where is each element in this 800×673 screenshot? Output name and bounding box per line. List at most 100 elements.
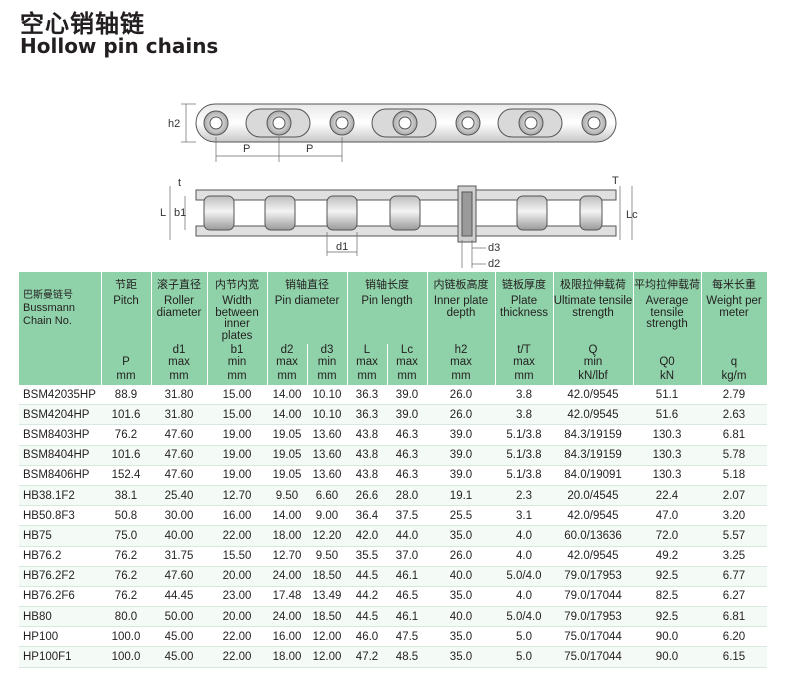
chain-model-cell: BSM8404HP [19, 445, 101, 466]
table-cell: 13.49 [307, 586, 347, 608]
table-cell: 24.00 [267, 566, 307, 587]
col-header-cn: 节距 [101, 272, 152, 294]
col-header-cn: 每米长重 [701, 272, 768, 294]
table-cell: 22.00 [207, 626, 267, 648]
table-cell: 76.2 [101, 546, 151, 567]
table-cell: 38.1 [101, 485, 151, 507]
table-cell: 25.40 [151, 485, 207, 507]
col-header-en: Pin length [347, 294, 428, 344]
table-cell: 90.0 [633, 646, 701, 668]
table-cell: 47.5 [387, 626, 427, 648]
table-cell: 28.0 [387, 485, 427, 507]
table-cell: 35.5 [347, 546, 387, 567]
col-header-en: Pitch [101, 294, 152, 344]
table-cell: 40.0 [427, 566, 495, 587]
table-cell: 31.80 [151, 404, 207, 426]
table-cell: 76.2 [101, 424, 151, 446]
table-cell: 35.0 [427, 646, 495, 668]
table-cell: 12.00 [307, 626, 347, 648]
table-cell: 5.0 [495, 646, 553, 668]
table-cell: 26.0 [427, 546, 495, 567]
table-cell: 36.3 [347, 404, 387, 426]
table-cell: 46.3 [387, 445, 427, 466]
table-cell: 130.3 [633, 424, 701, 446]
dim-label-d1: d1 [336, 241, 348, 253]
table-cell: 12.70 [207, 485, 267, 507]
side-view-dimensions [181, 103, 343, 162]
table-cell: 50.8 [101, 505, 151, 527]
col-symbol: Lc max [387, 344, 428, 368]
table-cell: 36.3 [347, 385, 387, 406]
col-header-en: Ultimate tensile strength [553, 294, 634, 344]
table-cell: 30.00 [151, 505, 207, 527]
col-header-cn: 平均拉伸载荷 [633, 272, 702, 294]
table-cell: 47.2 [347, 646, 387, 668]
table-cell: 16.00 [207, 505, 267, 527]
table-cell: 4.0 [495, 525, 553, 547]
table-cell: 46.3 [387, 424, 427, 446]
chain-model-cell: BSM42035HP [19, 385, 101, 406]
table-cell: 19.1 [427, 485, 495, 507]
table-cell: 79.0/17953 [553, 566, 633, 587]
dim-label-h2: h2 [168, 118, 180, 130]
table-cell: 14.00 [267, 385, 307, 406]
chain-technical-drawing: h2 P P L b1 t T Lc d1 d3 d2 [160, 103, 638, 270]
table-cell: 10.10 [307, 385, 347, 406]
table-cell: 5.1/3.8 [495, 445, 553, 466]
col-symbol: q [701, 344, 768, 368]
symbol-text: d1 [172, 344, 186, 356]
symbol-qualifier: max [513, 355, 535, 368]
table-cell: 15.50 [207, 546, 267, 567]
dim-label-t-upper: T [612, 175, 619, 187]
dim-label-t: t [178, 177, 181, 189]
chain-model-cell: HB76.2 [19, 546, 101, 567]
table-cell: 19.00 [207, 445, 267, 466]
symbol-text: Q [588, 344, 598, 356]
table-cell: 84.0/19091 [553, 465, 633, 486]
table-cell: 47.60 [151, 424, 207, 446]
chain-model-cell: HB76.2F6 [19, 586, 101, 608]
table-row: BSM8406HP 152.4 47.60 19.00 19.05 13.60 43.8 46… [19, 465, 767, 486]
table-cell: 50.00 [151, 606, 207, 628]
table-cell: 51.1 [633, 385, 701, 406]
table-cell: 92.5 [633, 606, 701, 628]
col-header-cn: 销轴长度 [347, 272, 428, 294]
table-cell: 3.20 [701, 505, 767, 527]
col-unit: mm [101, 368, 152, 385]
table-cell: 42.0/9545 [553, 404, 633, 426]
symbol-qualifier: max [450, 355, 472, 368]
dim-label-d3: d3 [488, 242, 500, 254]
col-symbol: t/T max [495, 344, 554, 368]
symbol-text: h2 [454, 344, 468, 356]
col-header-cn: 极限拉伸载荷 [553, 272, 634, 294]
table-row: HB38.1F2 38.1 25.40 12.70 9.50 6.60 26.6 28.0 19… [19, 485, 767, 507]
table-cell: 6.81 [701, 606, 767, 628]
col-unit: kN [633, 368, 702, 385]
table-cell: 37.0 [387, 546, 427, 567]
dim-label-p-1: P [243, 143, 250, 155]
table-cell: 19.05 [267, 465, 307, 486]
table-cell: 42.0/9545 [553, 505, 633, 527]
col-unit: mm [347, 368, 388, 385]
table-cell: 82.5 [633, 586, 701, 608]
table-cell: 31.75 [151, 546, 207, 567]
table-cell: 18.50 [307, 566, 347, 587]
table-cell: 15.00 [207, 385, 267, 406]
col-unit: kg/m [701, 368, 768, 385]
table-cell: 42.0/9545 [553, 385, 633, 406]
table-cell: 5.0/4.0 [495, 566, 553, 587]
table-cell: 15.00 [207, 404, 267, 426]
col-header-cn: 销轴直径 [267, 272, 348, 294]
table-cell: 5.1/3.8 [495, 465, 553, 486]
col-unit: kN/lbf [553, 368, 634, 385]
page-title-chinese: 空心销轴链 [20, 10, 145, 38]
chain-top-view [195, 185, 617, 243]
table-cell: 5.18 [701, 465, 767, 486]
symbol-qualifier: max [168, 355, 190, 368]
table-cell: 18.50 [307, 606, 347, 628]
table-cell: 19.05 [267, 445, 307, 466]
col-header-en: Inner plate depth [427, 294, 496, 344]
table-cell: 2.07 [701, 485, 767, 507]
table-cell: 79.0/17044 [553, 586, 633, 608]
